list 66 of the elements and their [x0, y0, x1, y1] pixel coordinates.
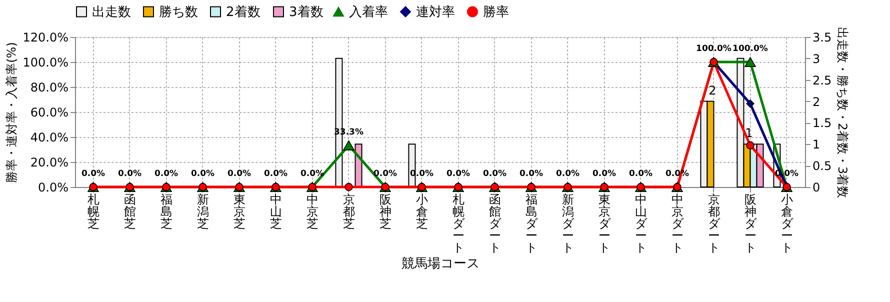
x-tick-label: 新潟芝	[196, 192, 209, 230]
x-tick-label: 阪神ダート	[744, 192, 758, 254]
data-label: 0.0%	[446, 169, 471, 179]
data-label: 0.0%	[482, 169, 508, 179]
x-tick-label: 小倉ダート	[780, 192, 794, 254]
data-label: 0.0%	[264, 169, 288, 179]
data-label: 0.0%	[154, 169, 179, 179]
y-tick-label: 120.0%	[22, 30, 68, 44]
y2-tick-label: 3	[812, 52, 820, 66]
data-label: 0.0%	[190, 169, 216, 179]
point	[343, 140, 354, 150]
x-tick-label: 中山芝	[270, 192, 282, 230]
x-tick-label: 札幌ダート	[452, 192, 466, 254]
data-label: 100.0%	[696, 44, 732, 54]
y2-tick-label: 0.5	[812, 159, 832, 174]
legend-label: 連対率	[416, 4, 455, 20]
y2-tick-label: 0	[812, 180, 820, 194]
y-tick-label: 60.0%	[30, 106, 68, 120]
data-label: 0.0%	[592, 169, 617, 179]
x-tick-label: 函館ダート	[488, 192, 502, 254]
y-tick-label: 40.0%	[30, 130, 68, 144]
data-label: 0.0%	[628, 169, 654, 179]
point	[344, 182, 353, 192]
y-axis-title: 勝率・連対率・入着率(%)	[4, 42, 19, 183]
data-label: 0.0%	[373, 169, 398, 179]
y-tick-label: 20.0%	[30, 156, 68, 170]
x-tick-label: 札幌芝	[87, 192, 100, 230]
data-label: 0.0%	[556, 169, 580, 179]
legend-label: 勝ち数	[159, 4, 198, 20]
x-tick-label: 中京ダート	[671, 192, 684, 254]
y2-tick-label: 1	[812, 138, 820, 152]
y2-axis-title: 出走数・勝ち数・2着数・3着数	[836, 26, 850, 198]
x-tick-label: 東京芝	[233, 192, 246, 230]
x-tick-label: 京都芝	[342, 192, 355, 230]
data-label: 2	[708, 83, 716, 98]
x-tick-label: 福島芝	[160, 192, 172, 230]
x-tick-label: 中山ダート	[634, 192, 648, 254]
x-tick-label: 中京芝	[306, 192, 318, 230]
y2-tick-label: 3.5	[812, 30, 832, 44]
y2-tick-label: 2	[812, 94, 820, 109]
data-label: 0.0%	[227, 169, 252, 179]
data-label: 0.0%	[118, 169, 142, 179]
data-label: 100.0%	[732, 44, 768, 54]
data-label: 0.0%	[519, 169, 544, 179]
x-tick-label: 東京ダート	[598, 192, 612, 254]
y2-tick-label: 1.5	[812, 116, 832, 130]
x-tick-label: 福島ダート	[525, 192, 538, 254]
point	[744, 57, 756, 67]
y-tick-label: 0.0%	[38, 180, 68, 194]
y2-tick-label: 2.5	[812, 73, 832, 88]
x-tick-label: 新潟ダート	[562, 192, 575, 254]
point	[746, 141, 754, 150]
x-tick-label: 阪神芝	[379, 192, 392, 230]
legend-label: 入着率	[349, 4, 388, 20]
x-tick-label: 函館芝	[124, 192, 136, 230]
y-tick-label: 100.0%	[22, 56, 68, 70]
legend-label: 2着数	[226, 4, 260, 20]
y-tick-label: 80.0%	[30, 80, 68, 94]
legend-label: 3着数	[289, 4, 324, 20]
point	[746, 100, 754, 108]
legend-label: 勝率	[483, 4, 509, 20]
x-tick-label: 小倉芝	[416, 192, 428, 230]
x-axis-title: 競馬場コース	[402, 256, 480, 272]
legend-label: 出走数	[92, 4, 131, 20]
data-label: 0.0%	[81, 169, 106, 179]
x-tick-label: 京都ダート	[708, 192, 721, 254]
